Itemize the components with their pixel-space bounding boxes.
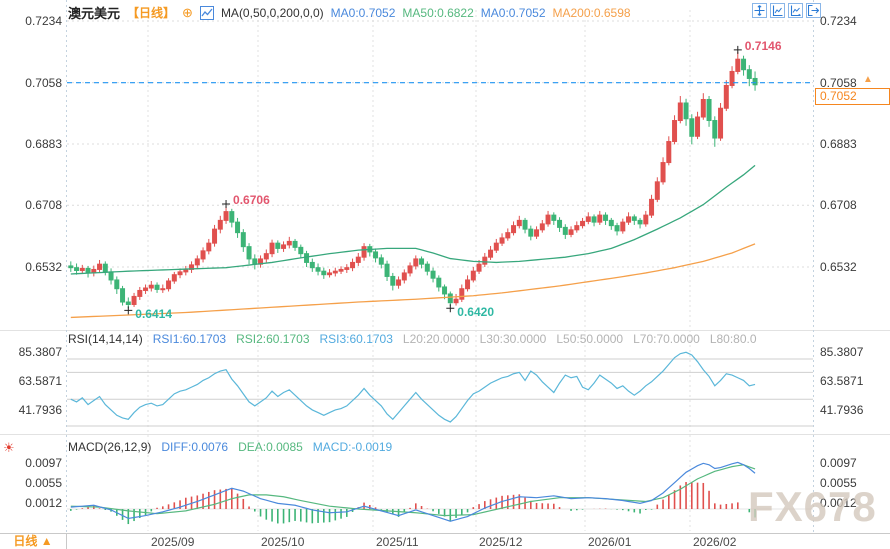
y-axis-scale-icon[interactable] [770,3,785,18]
macd-header: MACD(26,12,9) DIFF:0.0076 DEA:0.0085 MAC… [68,440,392,454]
chart-toolbar [752,3,821,18]
macd-layer [70,461,756,525]
rsi-l50: L50:50.0000 [556,332,624,346]
price-annotation-low: 0.6414 [135,307,172,322]
rsi-l30: L30:30.0000 [479,332,547,346]
x-axis-month-label: 2025/10 [261,535,305,549]
macd-diff-line [70,461,756,522]
chart-header: 澳元美元 【日线】 ⊕ MA(0,50,0,200,0,0) MA0:0.705… [68,3,631,22]
pop-out-icon[interactable] [806,3,821,18]
rsi2-value: RSI2:60.1703 [236,332,310,346]
macd-tick-label: 0.0097 [820,456,857,471]
current-price-badge: 0.7052 [815,88,890,105]
extreme-marker-cross [446,304,455,313]
rsi-l70: L70:70.0000 [633,332,700,346]
price-tick-label: 0.7058 [25,75,62,90]
rsi-tick-label: 85.3807 [820,344,864,359]
price-annotation-low: 0.6420 [457,305,494,320]
ma200-value: MA200:0.6598 [552,5,631,20]
x-axis-month-label: 2026/02 [693,535,737,549]
price-tick-label: 0.6883 [820,136,857,151]
macd-dea-value: DEA:0.0085 [238,440,303,454]
time-axis-bar [0,533,890,549]
rsi-tick-label: 63.5871 [820,373,864,388]
price-tick-label: 0.7234 [820,14,857,28]
add-indicator-icon[interactable]: ⊕ [182,4,193,20]
rsi-line [70,351,756,423]
rsi-tick-label: 85.3807 [18,344,62,359]
rsi-header: RSI(14,14,14) RSI1:60.1703 RSI2:60.1703 … [68,332,757,346]
macd-tick-label: 0.0012 [25,496,62,511]
ma200-line [70,243,756,319]
macd-title: MACD(26,12,9) [68,440,152,454]
ma50-value: MA50:0.6822 [402,5,474,20]
timeframe-tab[interactable]: 日线 ▲ [0,534,67,549]
extreme-marker-cross [733,45,742,54]
rsi-l20: L20:20.0000 [402,332,470,346]
price-tick-label: 0.6532 [820,259,857,274]
price-tick-label: 0.6708 [820,198,857,213]
macd-tick-label: 0.0055 [820,476,857,491]
x-axis-month-label: 2025/09 [151,535,195,549]
macd-tick-label: 0.0055 [25,476,62,491]
macd-diff-value: DIFF:0.0076 [161,440,229,454]
ma-settings-label: MA(0,50,0,200,0,0) [220,5,324,20]
candlestick-layer [68,51,758,319]
ma50-line [70,164,756,275]
symbol-name: 澳元美元 [68,6,121,21]
overlay-layer [0,0,890,533]
line-chart-icon[interactable] [199,5,214,20]
extreme-marker-cross [222,200,231,209]
rsi1-value: RSI1:60.1703 [152,332,227,346]
rsi-title: RSI(14,14,14) [68,332,143,346]
price-tick-label: 0.6708 [25,198,62,213]
macd-dea-line [70,464,756,517]
rsi-tick-label: 41.7936 [18,403,62,418]
price-tick-label: 0.7058 [820,75,857,90]
rsi-tick-label: 41.7936 [820,403,864,418]
ma0b-value: MA0:0.7052 [480,5,546,20]
macd-hist-value: MACD:-0.0019 [312,440,393,454]
rsi-l80: L80:80.0 [709,332,757,346]
x-axis-month-label: 2025/12 [479,535,523,549]
price-tick-label: 0.7234 [25,14,62,28]
timeframe-label: 【日线】 [127,6,176,20]
price-direction-up-icon: ▲ [863,74,873,85]
price-tick-label: 0.6532 [25,259,62,274]
move-icon[interactable] [752,3,767,18]
ma0-value: MA0:0.7052 [330,5,396,20]
x-axis-scale-icon[interactable] [788,3,803,18]
alert-sun-icon[interactable]: ☀ [3,440,15,455]
rsi-tick-label: 63.5871 [18,373,62,388]
macd-tick-label: 0.0012 [820,496,857,511]
rsi-layer [70,351,756,423]
macd-tick-label: 0.0097 [25,456,62,471]
extreme-marker-cross [124,306,133,315]
x-axis-month-label: 2025/11 [376,535,419,549]
price-tick-label: 0.6883 [25,136,62,151]
x-axis-month-label: 2026/01 [588,535,632,549]
price-annotation-high: 0.6706 [233,193,270,207]
price-annotation-high: 0.7146 [744,38,782,53]
rsi3-value: RSI3:60.1703 [319,332,393,346]
